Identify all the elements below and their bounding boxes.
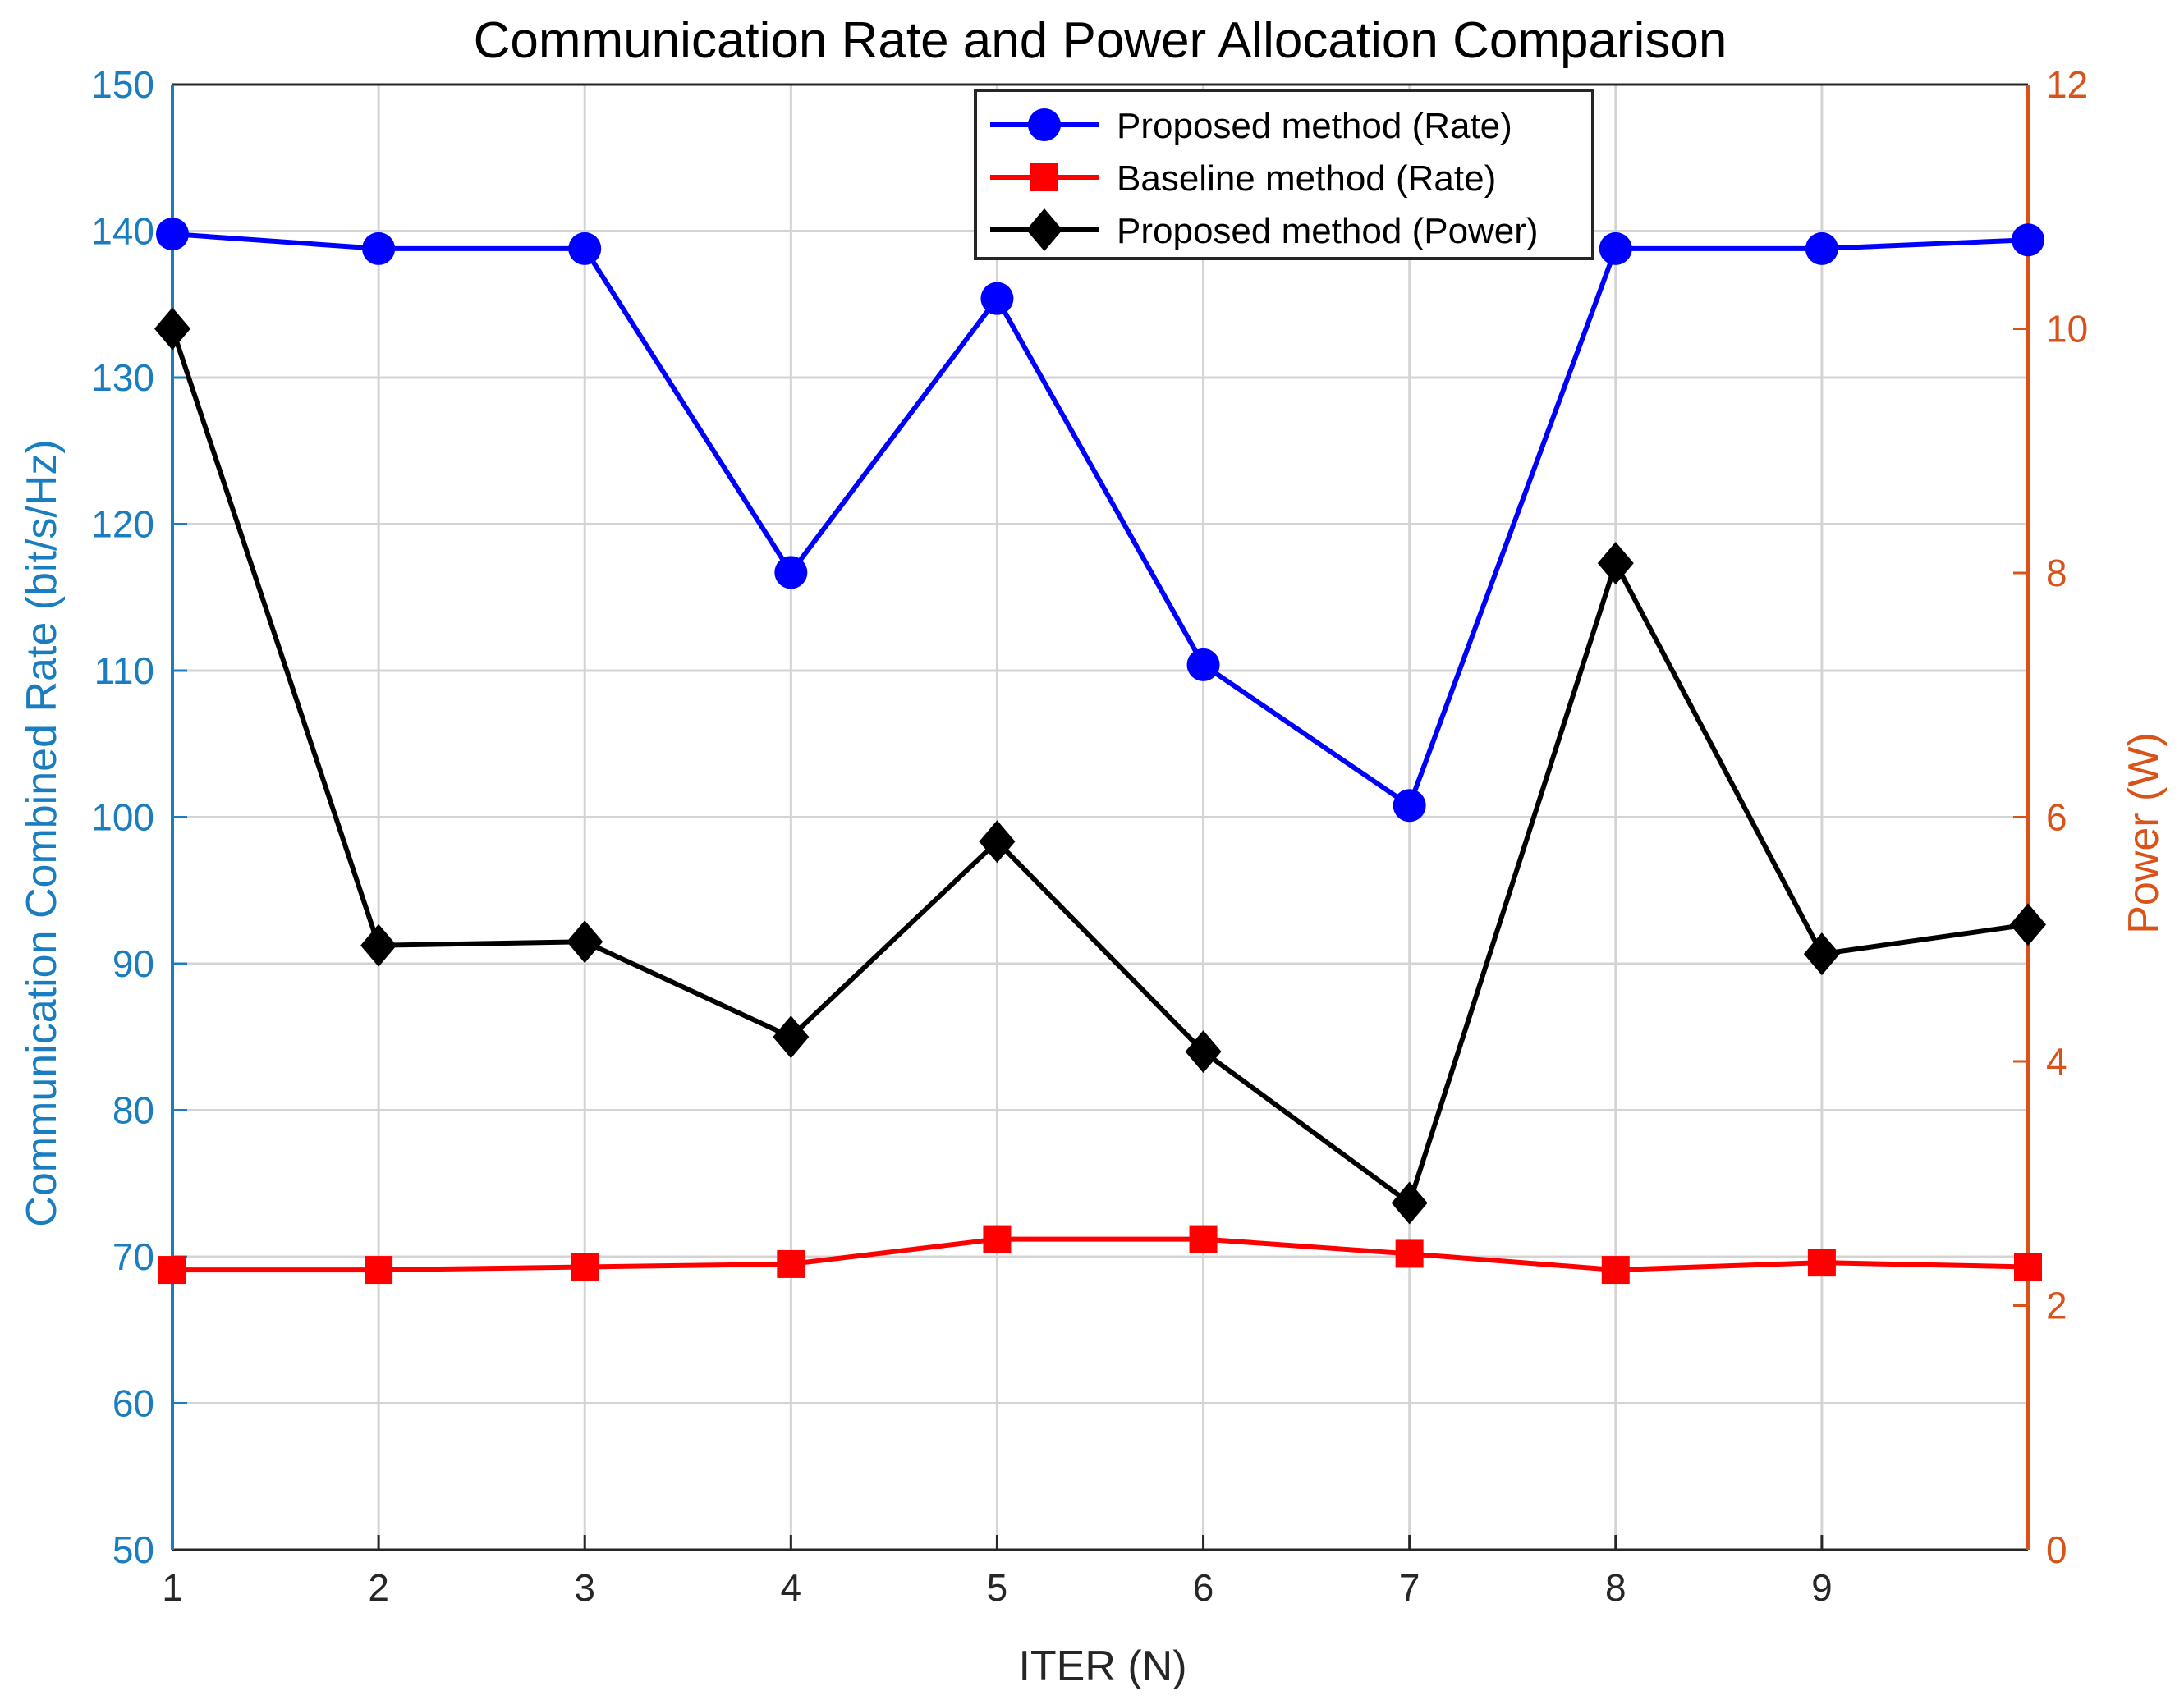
y-left-tick-label: 140 (91, 210, 154, 253)
series-1-point (362, 231, 396, 265)
x-tick-label: 6 (1193, 1566, 1214, 1609)
axes-layer: 1 2 3 4 5 6 7 8 95060708090100110120130140150024… (91, 63, 2088, 1609)
x-tick-label: 3 (574, 1566, 595, 1609)
series-3-point (1803, 932, 1840, 976)
grid-layer (172, 85, 2028, 1550)
x-tick-label: 2 (368, 1566, 389, 1609)
legend-marker-2 (1030, 163, 1058, 191)
series-3-point (567, 920, 603, 964)
series-3-point (1597, 542, 1634, 585)
y-right-tick-label: 0 (2046, 1528, 2067, 1571)
series-1-point (774, 556, 808, 589)
y-left-tick-label: 70 (112, 1235, 154, 1278)
series-1-point (980, 282, 1014, 315)
series-2-point (1395, 1239, 1424, 1268)
series-1-point (1186, 648, 1220, 681)
series-3-point (1185, 1030, 1222, 1074)
series-3-point (1391, 1181, 1428, 1225)
series-1-point (1393, 789, 1426, 823)
y-left-tick-label: 130 (91, 356, 154, 399)
series-3-point (979, 820, 1016, 864)
y-left-tick-label: 60 (112, 1382, 154, 1425)
x-axis-label: ITER (N) (1018, 1643, 1186, 1690)
legend-label-1: Proposed method (Rate) (1117, 106, 1512, 146)
y-left-tick-label: 110 (94, 649, 154, 692)
series-3-point (154, 307, 190, 351)
series-1-point (2012, 223, 2044, 257)
legend-label-2: Baseline method (Rate) (1117, 158, 1496, 199)
series-1-point (1599, 231, 1632, 265)
series-line-2 (172, 1236, 2029, 1273)
y-axis-left-label: Communication Combined Rate (bit/s/Hz) (18, 439, 66, 1226)
chart-title: Communication Rate and Power Allocation … (474, 12, 1727, 69)
x-tick-label: 1 (162, 1566, 183, 1609)
x-tick-label: 5 (987, 1566, 1008, 1609)
y-right-tick-label: 4 (2046, 1040, 2067, 1083)
series-2-point (777, 1249, 805, 1278)
series-2-point (1807, 1249, 1836, 1277)
y-axis-right-label: Power (W) (2120, 732, 2168, 934)
y-left-tick-label: 100 (91, 796, 154, 839)
y-left-tick-label: 90 (112, 942, 154, 985)
series-2-point (158, 1256, 186, 1285)
y-left-tick-label: 80 (112, 1089, 154, 1132)
series-2-point (365, 1256, 393, 1285)
series-3-point (773, 1015, 810, 1059)
legend-marker-1 (1028, 108, 1061, 141)
series-2-point (2014, 1253, 2042, 1281)
y-right-tick-label: 8 (2046, 552, 2067, 594)
series-line-3 (170, 328, 2029, 1206)
series-1-point (156, 218, 189, 251)
y-right-tick-label: 12 (2046, 63, 2088, 106)
x-tick-label: 4 (781, 1566, 802, 1609)
series-layer (154, 218, 2046, 1285)
x-tick-label: 8 (1605, 1566, 1627, 1609)
x-tick-label: 7 (1399, 1566, 1420, 1609)
series-2-point (1601, 1256, 1630, 1285)
y-left-tick-label: 150 (91, 63, 154, 106)
series-2-point (1189, 1225, 1218, 1253)
y-right-tick-label: 6 (2046, 796, 2067, 839)
series-2-point (571, 1253, 599, 1281)
legend: Proposed method (Rate) Baseline method (R… (974, 89, 1594, 260)
y-right-tick-label: 2 (2046, 1285, 2067, 1327)
x-tick-label: 9 (1811, 1566, 1833, 1609)
series-3-point (2010, 903, 2046, 946)
series-line-1 (172, 231, 2029, 809)
series-1-point (1805, 231, 1838, 265)
y-left-tick-label: 50 (112, 1528, 154, 1571)
y-left-tick-label: 120 (91, 503, 154, 546)
legend-marker-3 (1026, 208, 1062, 251)
y-right-tick-label: 10 (2046, 308, 2088, 351)
legend-label-3: Proposed method (Power) (1117, 211, 1539, 251)
series-2-point (983, 1225, 1012, 1253)
series-3-point (360, 923, 397, 967)
series-1-point (568, 231, 602, 265)
